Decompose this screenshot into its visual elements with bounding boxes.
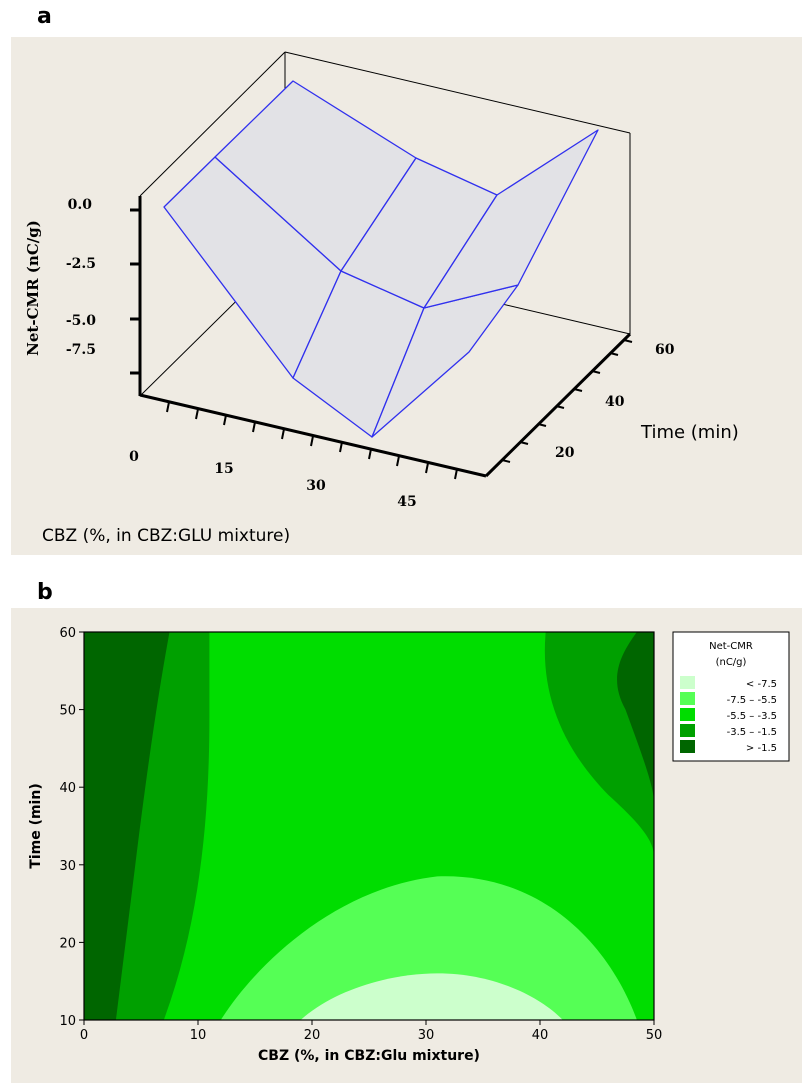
legend-entry-label: -7.5 – -5.5 bbox=[727, 695, 777, 706]
z-axis-title: Net-CMR (nC/g) bbox=[24, 220, 42, 356]
y-axis-ticks bbox=[501, 339, 633, 463]
x-axis-title: CBZ (%, in CBZ:GLU mixture) bbox=[42, 526, 290, 546]
panel-a-letter: a bbox=[37, 4, 52, 29]
y-tick-label: 40 bbox=[59, 781, 76, 796]
contour-plot-frame bbox=[83, 631, 655, 1021]
legend-swatch bbox=[680, 692, 695, 705]
legend-entry-label: -3.5 – -1.5 bbox=[727, 727, 777, 738]
y-tick-label-2: 40 bbox=[605, 394, 625, 410]
x-tick-label: 20 bbox=[304, 1028, 321, 1043]
surface-axes bbox=[138, 196, 632, 478]
z-tick-label-1: 0.0 bbox=[68, 197, 93, 213]
contour-region-lt-7.5 bbox=[300, 973, 563, 1020]
x-tick-label-3: 30 bbox=[306, 478, 326, 494]
legend-title-line2: (nC/g) bbox=[716, 657, 747, 668]
legend-entry-label: < -7.5 bbox=[746, 679, 777, 690]
y-tick-label: 20 bbox=[59, 936, 76, 951]
x-tick-label: 10 bbox=[190, 1028, 207, 1043]
x-axis-ticks bbox=[166, 401, 458, 480]
contour-axes: 0 10 20 30 40 50 10 20 30 40 50 60 CBZ (%, in CBZ:Gl… bbox=[28, 626, 662, 1064]
contour-region-7.5-5.5 bbox=[220, 876, 637, 1020]
surface-patch-6 bbox=[423, 129, 599, 309]
contour-y-axis-title: Time (min) bbox=[28, 783, 44, 868]
x-tick-label: 0 bbox=[80, 1028, 88, 1043]
z-tick-label-2: -2.5 bbox=[66, 256, 96, 272]
y-tick-label: 30 bbox=[59, 859, 76, 874]
legend-entry-label: > -1.5 bbox=[746, 743, 777, 754]
contour-chart: 0 10 20 30 40 50 10 20 30 40 50 60 CBZ (%, in CBZ:Gl… bbox=[11, 608, 802, 1083]
y-tick-label-1: 20 bbox=[555, 445, 575, 461]
y-axis-title: Time (min) bbox=[640, 422, 739, 443]
surface-patches bbox=[163, 80, 599, 438]
x-tick-label-1: 0 bbox=[129, 449, 139, 465]
y-tick-label: 50 bbox=[59, 704, 76, 719]
z-tick-label-4: -7.5 bbox=[66, 342, 96, 358]
z-axis-ticks bbox=[130, 208, 140, 375]
legend-swatch bbox=[680, 740, 695, 753]
x-tick-label-2: 15 bbox=[214, 461, 233, 477]
legend-title-line1: Net-CMR bbox=[709, 641, 753, 652]
surface-chart: 0.0 -2.5 -5.0 -7.5 Net-CMR (nC/g) 0 15 3… bbox=[11, 37, 802, 555]
legend-swatch bbox=[680, 724, 695, 737]
legend-entry-label: -5.5 – -3.5 bbox=[727, 711, 777, 722]
legend-swatch bbox=[680, 676, 695, 689]
contour-x-axis-title: CBZ (%, in CBZ:Glu mixture) bbox=[258, 1048, 480, 1064]
x-tick-label: 50 bbox=[646, 1028, 663, 1043]
x-tick-label: 30 bbox=[418, 1028, 435, 1043]
x-tick-label: 40 bbox=[532, 1028, 549, 1043]
y-tick-label-3: 60 bbox=[655, 342, 675, 358]
x-tick-label-4: 45 bbox=[397, 494, 416, 510]
y-tick-label: 10 bbox=[59, 1014, 76, 1029]
contour-regions bbox=[84, 632, 655, 1020]
y-tick-label: 60 bbox=[59, 626, 76, 641]
legend-swatch bbox=[680, 708, 695, 721]
contour-legend: Net-CMR (nC/g) < -7.5 -7.5 – -5.5 -5.5 – -3.… bbox=[672, 631, 790, 762]
panel-b-letter: b bbox=[37, 580, 53, 605]
z-tick-label-3: -5.0 bbox=[66, 313, 96, 329]
